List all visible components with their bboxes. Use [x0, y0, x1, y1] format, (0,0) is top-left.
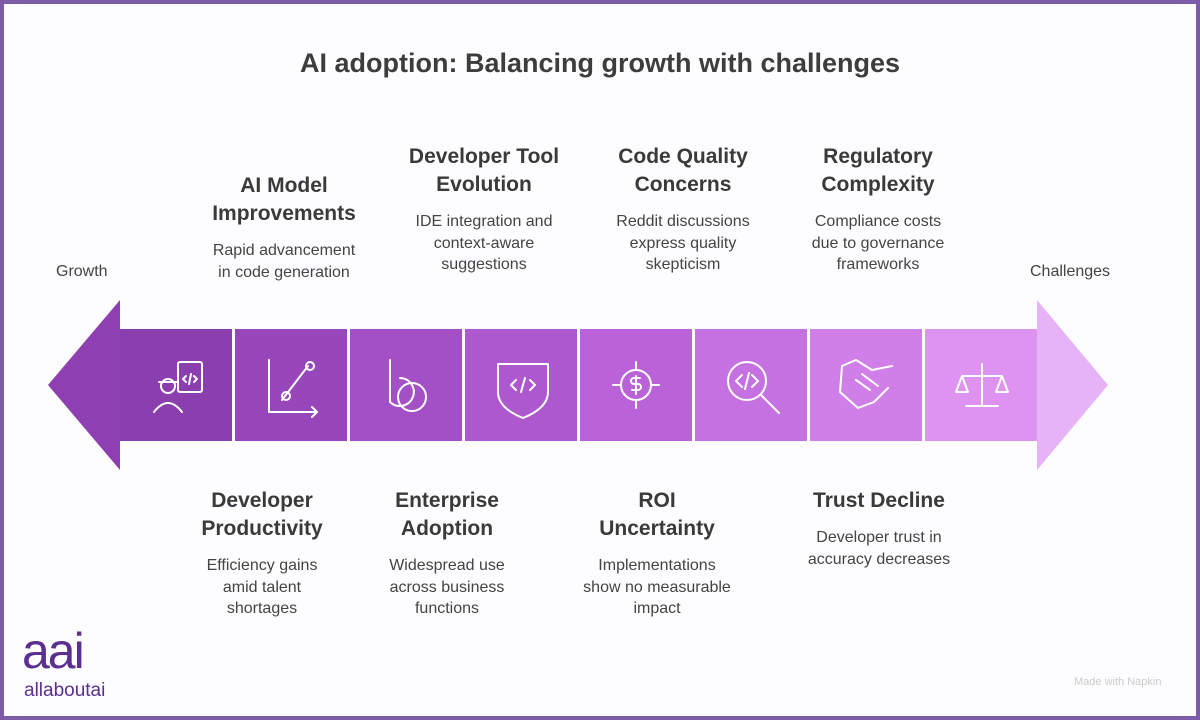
item-title: Evolution [436, 173, 532, 196]
segment [465, 329, 577, 441]
item-description: accuracy decreases [807, 550, 951, 568]
item-title: Concerns [634, 173, 732, 196]
item-description: show no measurable [583, 578, 731, 596]
item: AI Model Improvements Rapid advancement in … [174, 172, 394, 283]
left-arrowhead [48, 300, 120, 470]
item-description: express quality [629, 234, 737, 252]
title: AI adoption: Balancing growth with chall… [299, 48, 901, 78]
item: Enterprise Adoption Widespread use across b… [337, 487, 557, 620]
segment [810, 329, 922, 441]
logo-mark: aai [22, 623, 85, 679]
watermark: Made with Napkin [1074, 676, 1162, 688]
spacer [769, 515, 989, 527]
item-title: Regulatory [823, 145, 933, 168]
icon-search-code [727, 361, 780, 414]
item-title: Enterprise [395, 489, 499, 512]
icon-handshake [839, 359, 893, 409]
icon-developer [153, 361, 203, 413]
item-description: frameworks [836, 256, 920, 273]
item-description: Compliance costs [814, 213, 942, 230]
item-description: Implementations [598, 557, 716, 574]
icons [153, 359, 1009, 419]
item: Trust Decline Developer trust in accuracy … [769, 487, 989, 570]
item-description: Reddit discussions [616, 213, 750, 230]
item-description: in code generation [218, 263, 350, 281]
item-description: suggestions [441, 256, 527, 273]
spacer [374, 199, 594, 211]
item-description: Rapid advancement [212, 242, 356, 259]
item-description: functions [414, 600, 480, 617]
spacer [573, 199, 793, 211]
item-description: amid talent [222, 578, 302, 596]
item: Developer Productivity Efficiency gains ami… [152, 487, 372, 620]
item-description: due to governance [811, 234, 945, 252]
logo-text: allaboutai [24, 680, 106, 701]
arrow-diagram [48, 300, 1108, 470]
spacer [547, 543, 767, 555]
item-title: Uncertainty [599, 517, 715, 540]
item-description: impact [633, 600, 681, 617]
item-description: Widespread use [389, 557, 505, 574]
item: ROI Uncertainty Implementations show no mea… [547, 487, 767, 620]
icon-target [612, 361, 660, 409]
item-title: Complexity [821, 173, 935, 196]
spacer [768, 199, 988, 211]
icon-shield-code [497, 363, 549, 419]
left-label: Growth [56, 263, 108, 280]
spacer [337, 543, 557, 555]
item-description: shortages [226, 600, 298, 617]
item-title: Developer Tool [408, 145, 560, 168]
item-title: Adoption [400, 517, 494, 540]
item-title: Improvements [212, 202, 356, 225]
item-title: Code Quality [618, 145, 748, 168]
item: Code Quality Concerns Reddit discussions ex… [573, 143, 793, 276]
item: Developer Tool Evolution IDE integration a… [374, 143, 594, 276]
right-label: Challenges [1030, 263, 1111, 280]
item-description: skepticism [645, 256, 721, 273]
item-description: IDE integration and [415, 213, 553, 230]
item-title: AI Model [240, 174, 328, 197]
item-title: Productivity [201, 517, 323, 540]
item-description: across business [389, 578, 505, 596]
icon-b [389, 359, 427, 412]
segment [120, 329, 232, 441]
icon-scales [955, 363, 1009, 407]
segment [235, 329, 347, 441]
item-description: Efficiency gains [206, 557, 318, 574]
item-description: Developer trust in [816, 529, 942, 546]
item-description: context-aware [433, 234, 535, 252]
item: Regulatory Complexity Compliance costs due … [768, 143, 988, 276]
right-arrowhead [1037, 300, 1108, 470]
item-title: Trust Decline [813, 489, 945, 512]
item-title: ROI [638, 489, 676, 512]
icon-growth [268, 359, 318, 418]
segment [695, 329, 807, 441]
item-title: Developer [211, 489, 313, 512]
spacer [174, 228, 394, 240]
